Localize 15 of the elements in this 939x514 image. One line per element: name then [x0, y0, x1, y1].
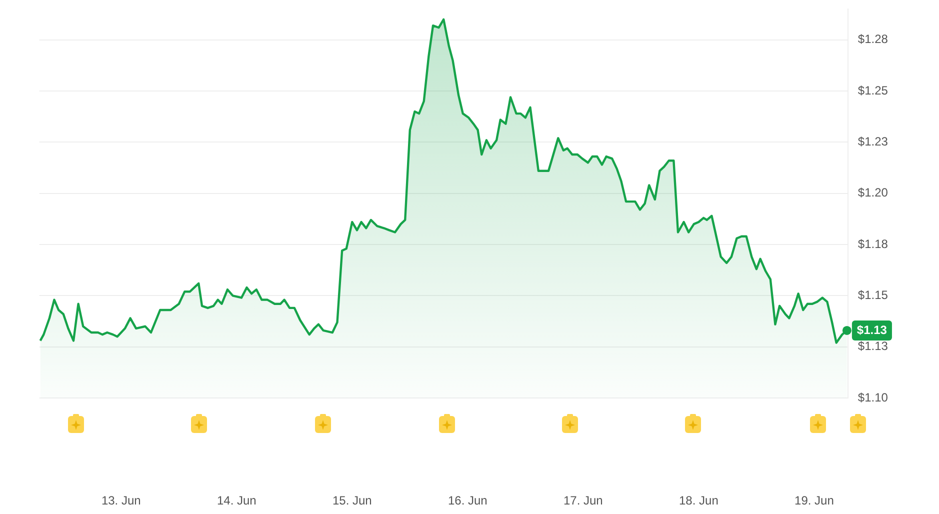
y-tick-label: $1.18	[858, 236, 888, 251]
x-tick-label: 17. Jun	[563, 494, 603, 508]
x-tick-label: 15. Jun	[332, 494, 372, 508]
y-tick-label: $1.13	[858, 339, 888, 354]
x-tick-label: 19. Jun	[794, 494, 834, 508]
y-tick-label: $1.10	[858, 390, 888, 404]
y-tick-label: $1.15	[858, 288, 888, 302]
y-tick-label: $1.28	[858, 32, 888, 46]
y-tick-label: $1.20	[858, 186, 888, 200]
x-tick-label: 14. Jun	[216, 494, 256, 508]
x-tick-label: 16. Jun	[448, 494, 488, 508]
y-tick-label: $1.23	[858, 134, 888, 149]
y-tick-label: $1.25	[858, 83, 888, 98]
x-tick-label: 13. Jun	[101, 494, 141, 508]
x-tick-label: 18. Jun	[679, 494, 718, 508]
